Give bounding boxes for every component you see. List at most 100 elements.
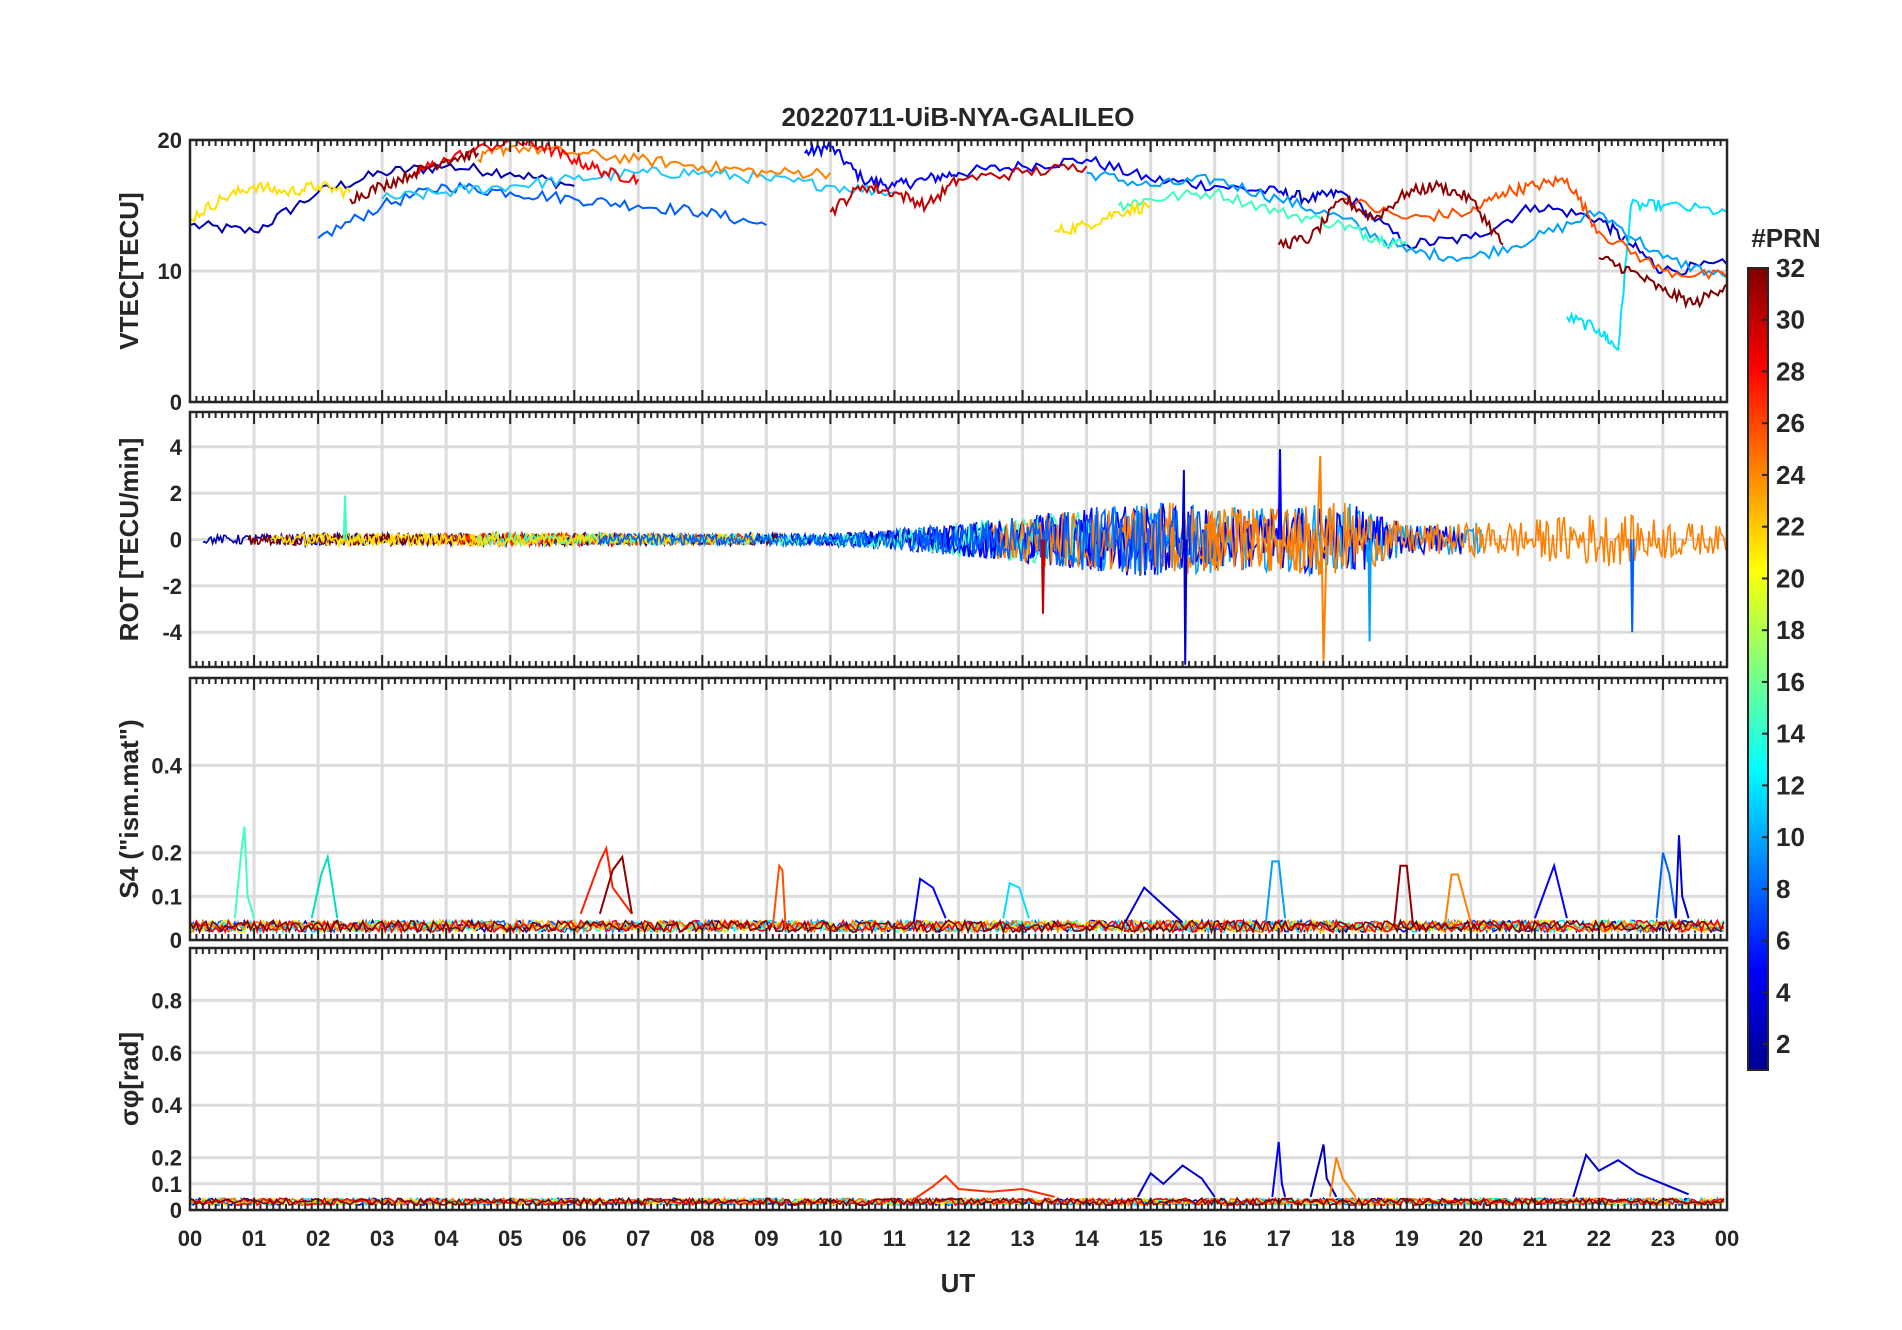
vtec-series-prn-31: [1277, 179, 1504, 250]
sigma-frame: [188, 946, 1729, 1212]
x-tick-label: 05: [498, 1226, 522, 1251]
vtec-series-prn-32: [1598, 255, 1727, 310]
rot-series-prn-16: [342, 495, 348, 540]
s4-series-prn-5: [912, 877, 947, 923]
vtec-series-prn-12: [1566, 198, 1727, 351]
colorbar-tick-label: 22: [1776, 512, 1805, 542]
x-tick-label: 11: [883, 1226, 906, 1251]
x-tick-label: 15: [1138, 1226, 1162, 1251]
colorbar-tick-label: 30: [1776, 305, 1805, 335]
colorbar-tick-label: 14: [1776, 719, 1805, 749]
x-tick-label: 00: [178, 1226, 202, 1251]
sigma-y-axis-label: σφ[rad]: [114, 1032, 144, 1126]
x-tick-label: 12: [946, 1226, 970, 1251]
colorbar-scale: [1747, 267, 1769, 1071]
x-tick-labels: 00 01 02 03 04 05 06 07 08 09 10 11 12 13 14 15 16 17 18 19…: [178, 1226, 1739, 1251]
sigma-series-prn-5: [1271, 1141, 1287, 1198]
s4-series-prn-24: [1444, 873, 1472, 923]
colorbar-tick-label: 20: [1776, 563, 1805, 593]
x-tick-label: 18: [1331, 1226, 1355, 1251]
vtec-series-prn-30: [829, 162, 1088, 218]
chart-title: 20220711-UiB-NYA-GALILEO: [781, 102, 1134, 132]
sigma-y-tick-label: 0.1: [151, 1172, 182, 1197]
colorbar-tick-label: 24: [1776, 460, 1805, 490]
x-tick-label: 17: [1266, 1226, 1290, 1251]
s4-frame: [188, 676, 1729, 942]
x-tick-label: 10: [818, 1226, 842, 1251]
x-tick-label: 20: [1459, 1226, 1483, 1251]
vtec-series-prn-20: [1054, 200, 1152, 236]
colorbar-tick-label: 12: [1776, 770, 1805, 800]
rot-series-prn-9: [1367, 539, 1372, 642]
colorbar-tick-label: 32: [1776, 253, 1805, 283]
vtec-series-prn-9: [1086, 170, 1727, 279]
rot-series-prn-3: [1181, 469, 1188, 665]
rot-frame: [188, 410, 1729, 669]
x-tick-label: 08: [690, 1226, 714, 1251]
s4-series-prn-31: [1393, 864, 1415, 928]
s4-y-tick-label: 0.2: [151, 841, 182, 866]
rot-y-tick-label: -4: [162, 620, 182, 645]
sigma-series-prn-24: [1328, 1157, 1357, 1198]
vtec-panel: 0 10 20 VTEC[TECU]: [114, 128, 1729, 415]
vtec-frame: [188, 138, 1729, 404]
x-tick-label: 03: [370, 1226, 394, 1251]
x-tick-label: 14: [1074, 1226, 1099, 1251]
sigma-series-prn-3: [1136, 1164, 1216, 1198]
s4-y-axis-label: S4 ("ism.mat"): [114, 719, 144, 898]
s4-series-prn-8: [1655, 852, 1677, 919]
x-tick-label: 07: [626, 1226, 650, 1251]
vtec-series-prn-25: [1342, 174, 1727, 281]
rot-data: [202, 449, 1727, 665]
x-tick-label: 04: [434, 1226, 459, 1251]
x-tick-label: 02: [306, 1226, 330, 1251]
s4-series-prn-25: [771, 863, 787, 928]
s4-series-prn-9: [1264, 860, 1287, 923]
s4-y-tick-label: 0: [170, 928, 182, 953]
colorbar-tick-label: 18: [1776, 615, 1805, 645]
s4-baseline-series: [190, 918, 1725, 935]
colorbar-tick-label: 16: [1776, 667, 1805, 697]
sigma-y-tick-label: 0.8: [151, 988, 182, 1013]
colorbar-tick-label: 4: [1776, 977, 1791, 1007]
sigma-phi-panel: 00.10.2 0.4 0.6 0.8 σφ[rad]: [114, 946, 1729, 1223]
rot-y-tick-label: -2: [162, 574, 182, 599]
x-axis-label: UT: [941, 1268, 976, 1298]
colorbar-tick-label: 26: [1776, 408, 1805, 438]
vtec-data: [190, 140, 1727, 351]
rot-series-prn-8: [1629, 539, 1635, 633]
x-tick-label: 16: [1202, 1226, 1226, 1251]
vtec-series-prn-11: [381, 166, 895, 201]
s4-panel: 0 0.1 0.2 0.4 S4 ("ism.mat"): [114, 676, 1729, 953]
s4-series-prn-3: [1674, 835, 1690, 919]
vtec-series-prn-8: [317, 181, 767, 240]
x-tick-label: 23: [1651, 1226, 1675, 1251]
vtec-series-prn-5: [804, 140, 1280, 195]
rot-y-tick-label: 2: [170, 481, 182, 506]
s4-data: [190, 826, 1725, 935]
sigma-y-tick-label: 0.4: [151, 1093, 182, 1118]
s4-series-prn-5: [1533, 862, 1568, 919]
vtec-series-prn-2: [190, 162, 575, 235]
colorbar-tick-label: 28: [1776, 356, 1805, 386]
sigma-series-prn-3: [1572, 1152, 1689, 1198]
colorbar-label: #PRN: [1751, 223, 1820, 253]
colorbar-tick-label: 10: [1776, 822, 1805, 852]
s4-series-prn-3: [1124, 886, 1184, 924]
s4-series-prn-28: [579, 845, 633, 915]
rot-noise-series: [1201, 503, 1727, 575]
x-tick-label: 22: [1587, 1226, 1611, 1251]
rot-y-tick-label: 0: [170, 528, 182, 553]
s4-series-prn-14: [310, 853, 339, 919]
s4-series-prn-31: [598, 854, 633, 915]
vtec-y-tick-label: 10: [158, 259, 182, 284]
x-tick-label: 06: [562, 1226, 586, 1251]
vtec-series-prn-20: [190, 180, 351, 223]
rot-y-tick-label: 4: [170, 435, 183, 460]
rot-noise-series: [598, 506, 1220, 577]
vtec-series-prn-16: [1117, 187, 1408, 248]
sigma-y-tick-label: 0.6: [151, 1041, 182, 1066]
